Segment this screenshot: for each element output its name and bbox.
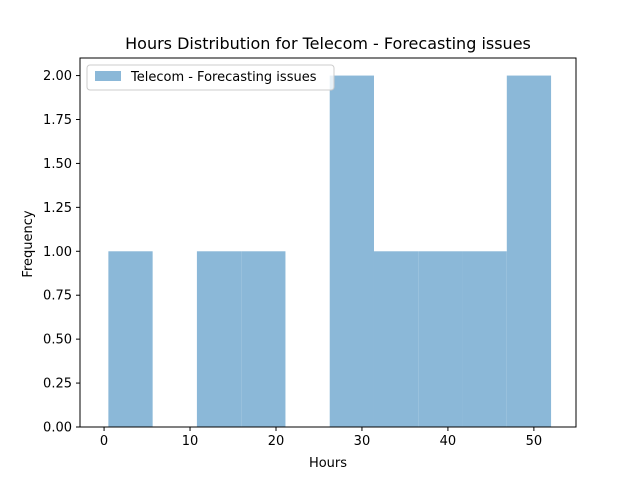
ticks-layer: 0 10 20 30 40 50 0.00 0.25 0.50 0.75 1.00 1.25 1.50 1… bbox=[43, 69, 542, 449]
y-tick-label: 1.00 bbox=[43, 245, 72, 260]
histogram-bar bbox=[329, 75, 374, 427]
legend: Telecom - Forecasting issues bbox=[86, 64, 335, 91]
legend-entry-label: Telecom - Forecasting issues bbox=[130, 70, 317, 85]
plot-frame bbox=[79, 57, 577, 428]
histogram-bar bbox=[506, 75, 552, 427]
histogram-bar bbox=[196, 251, 242, 427]
x-tick-label: 20 bbox=[268, 434, 285, 449]
histogram-bar bbox=[418, 251, 463, 427]
y-tick-label: 1.50 bbox=[43, 157, 72, 172]
y-tick-label: 0.25 bbox=[43, 377, 72, 392]
histogram-bar bbox=[462, 251, 507, 427]
y-tick-label: 0.00 bbox=[43, 421, 72, 436]
bars-layer bbox=[108, 75, 552, 427]
y-tick-label: 2.00 bbox=[43, 69, 72, 84]
histogram-bar bbox=[241, 251, 286, 427]
y-axis-label: Frequency bbox=[21, 210, 36, 277]
x-axis-label: Hours bbox=[309, 456, 347, 471]
histogram-bar bbox=[373, 251, 419, 427]
x-tick-label: 30 bbox=[354, 434, 371, 449]
legend-box bbox=[86, 64, 335, 91]
x-tick-label: 50 bbox=[526, 434, 543, 449]
x-tick-label: 10 bbox=[182, 434, 199, 449]
chart-title: Hours Distribution for Telecom - Forecas… bbox=[125, 34, 531, 53]
legend-swatch bbox=[95, 71, 121, 81]
x-tick-label: 0 bbox=[100, 434, 108, 449]
x-tick-label: 40 bbox=[440, 434, 457, 449]
y-tick-label: 1.75 bbox=[43, 113, 72, 128]
y-tick-label: 0.50 bbox=[43, 333, 72, 348]
y-tick-label: 0.75 bbox=[43, 289, 72, 304]
y-tick-label: 1.25 bbox=[43, 201, 72, 216]
axes-layer bbox=[79, 57, 577, 428]
histogram-bar bbox=[108, 251, 153, 427]
